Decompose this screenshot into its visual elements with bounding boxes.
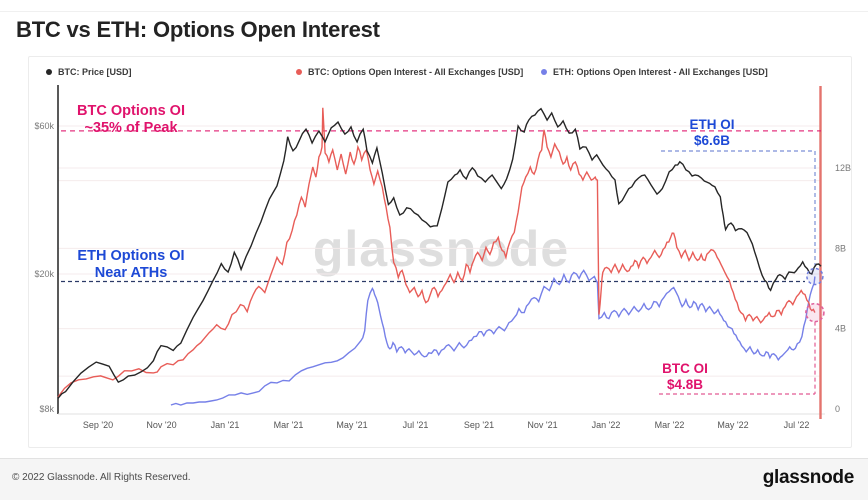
left-axis-label: $8k [39,404,54,414]
right-axis-label: 4B [835,324,846,334]
annotation-eth-oi-ath: ETH Options OI Near ATHs [61,248,201,282]
annotation-line: BTC OI [662,361,708,376]
left-axis-label: $60k [34,121,54,131]
annotation-line: $6.6B [693,132,731,148]
x-axis-label: May '22 [717,420,748,430]
legend-dot-btc-price [46,69,52,75]
chart-plot-area: $60k $20k $8k 12B 8B 4B 0 Sep '20 Nov '20 Jan '21… [29,57,853,449]
x-axis-label: Jul '21 [403,420,429,430]
x-axis-label: May '21 [336,420,367,430]
annotation-line: ETH Options OI [77,248,185,264]
x-axis-label: Nov '21 [527,420,557,430]
legend-item-btc-price[interactable]: BTC: Price [USD] [46,67,132,77]
annotation-btc-oi-peak: BTC Options OI ~35% of Peak [61,103,201,137]
annotation-line: Near ATHs [94,264,168,281]
right-axis-label: 12B [835,163,851,173]
x-axis-label: Nov '20 [146,420,176,430]
glassnode-logo: glassnode [762,467,855,488]
left-axis-label: $20k [34,269,54,279]
legend-label: ETH: Options Open Interest - All Exchang… [553,67,768,77]
footer: © 2022 Glassnode. All Rights Reserved. g… [0,458,868,500]
annotation-eth-oi-value: ETH OI $6.6B [652,117,772,148]
legend-item-eth-oi[interactable]: ETH: Options Open Interest - All Exchang… [541,67,768,77]
annotation-line: ETH OI [689,117,735,132]
legend-dot-btc-oi [296,69,302,75]
x-axis-label: Sep '21 [464,420,494,430]
legend-item-btc-oi[interactable]: BTC: Options Open Interest - All Exchang… [296,67,523,77]
page-title: BTC vs ETH: Options Open Interest [16,17,380,42]
annotation-line: $4.8B [666,376,704,392]
annotation-line: ~35% of Peak [84,119,178,136]
series-btc-options-oi [57,107,816,398]
x-axis-label: Jan '22 [592,420,621,430]
right-axis-label: 8B [835,243,846,253]
annotation-btc-oi-value: BTC OI $4.8B [625,361,745,392]
legend-label: BTC: Price [USD] [58,67,132,77]
chart-svg: $60k $20k $8k 12B 8B 4B 0 Sep '20 Nov '20 Jan '21… [34,85,851,430]
right-axis-label: 0 [835,404,840,414]
glassnode-watermark: glassnode [312,221,570,277]
chart-legend: BTC: Price [USD] BTC: Options Open Intere… [29,67,853,85]
btc-oi-endpoint-circle [805,302,825,323]
series-eth-options-oi [170,269,816,406]
eth-oi-endpoint-circle [806,267,824,286]
annotation-line: BTC Options OI [77,103,185,119]
x-axis-label: Jan '21 [211,420,240,430]
x-axis-label: Jul '22 [784,420,810,430]
x-axis-label: Mar '22 [655,420,685,430]
legend-dot-eth-oi [541,69,547,75]
x-axis-label: Sep '20 [83,420,113,430]
copyright-text: © 2022 Glassnode. All Rights Reserved. [12,472,191,483]
x-axis-label: Mar '21 [274,420,304,430]
top-divider [0,11,868,12]
chart-card: $60k $20k $8k 12B 8B 4B 0 Sep '20 Nov '20 Jan '21… [28,56,852,448]
legend-label: BTC: Options Open Interest - All Exchang… [308,67,524,77]
series-btc-price [57,107,822,399]
